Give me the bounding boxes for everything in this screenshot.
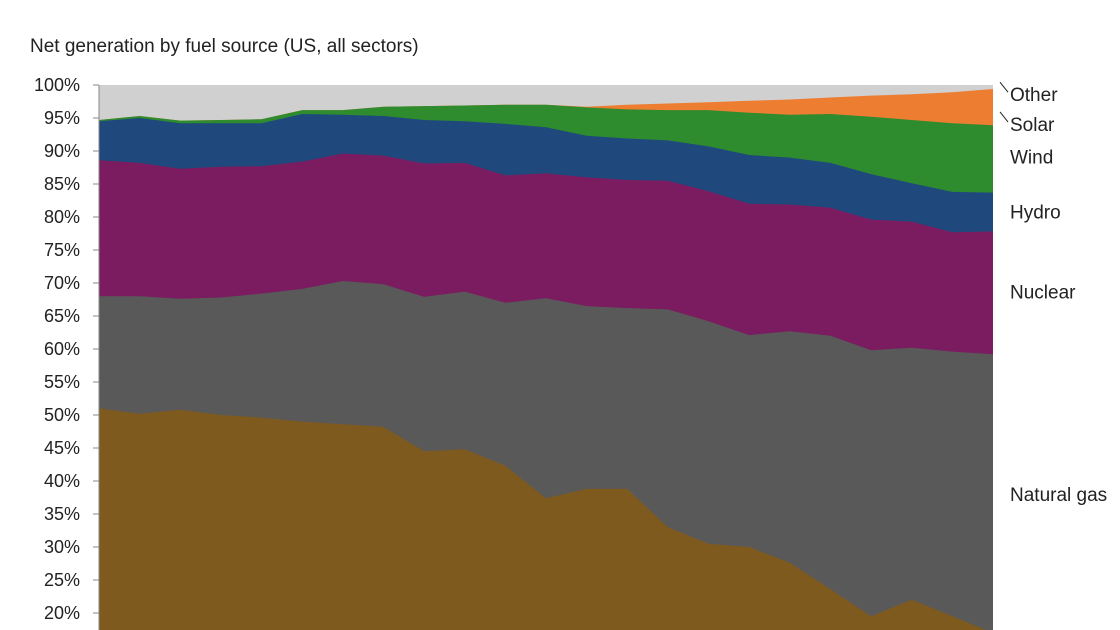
plot-area — [99, 85, 993, 630]
y-tick-label: 65% — [44, 306, 80, 326]
legend-label-other: Other — [1010, 85, 1058, 106]
y-tick-label: 75% — [44, 240, 80, 260]
y-tick-label: 70% — [44, 273, 80, 293]
legend-leader-line — [999, 111, 1009, 123]
chart-title: Net generation by fuel source (US, all s… — [30, 36, 419, 57]
y-axis: 100% 95% 90% 85% 80% 75% 70% 65% 60% 55% 50% 45% 40%… — [34, 75, 100, 630]
y-tick-label: 45% — [44, 438, 80, 458]
y-tick-label: 50% — [44, 405, 80, 425]
legend-label-nuclear: Nuclear — [1010, 283, 1076, 304]
y-tick-label: 95% — [44, 108, 80, 128]
legend: Other Solar Wind Hydro Nuclear Natural gas — [999, 81, 1107, 506]
y-tick-label: 25% — [44, 570, 80, 590]
y-tick-label: 20% — [44, 603, 80, 623]
y-tick-label: 55% — [44, 372, 80, 392]
y-tick-label: 35% — [44, 504, 80, 524]
legend-label-natural-gas: Natural gas — [1010, 485, 1107, 506]
y-tick-label: 30% — [44, 537, 80, 557]
y-tick-label: 90% — [44, 141, 80, 161]
y-tick-label: 60% — [44, 339, 80, 359]
legend-label-hydro: Hydro — [1010, 203, 1061, 224]
y-tick-label: 80% — [44, 207, 80, 227]
legend-label-solar: Solar — [1010, 115, 1055, 136]
y-tick-label: 85% — [44, 174, 80, 194]
y-tick-label: 100% — [34, 75, 80, 95]
y-tick-label: 40% — [44, 471, 80, 491]
area-band-natural-gas — [99, 408, 993, 630]
legend-label-wind: Wind — [1010, 147, 1053, 168]
legend-leader-line — [999, 81, 1009, 93]
